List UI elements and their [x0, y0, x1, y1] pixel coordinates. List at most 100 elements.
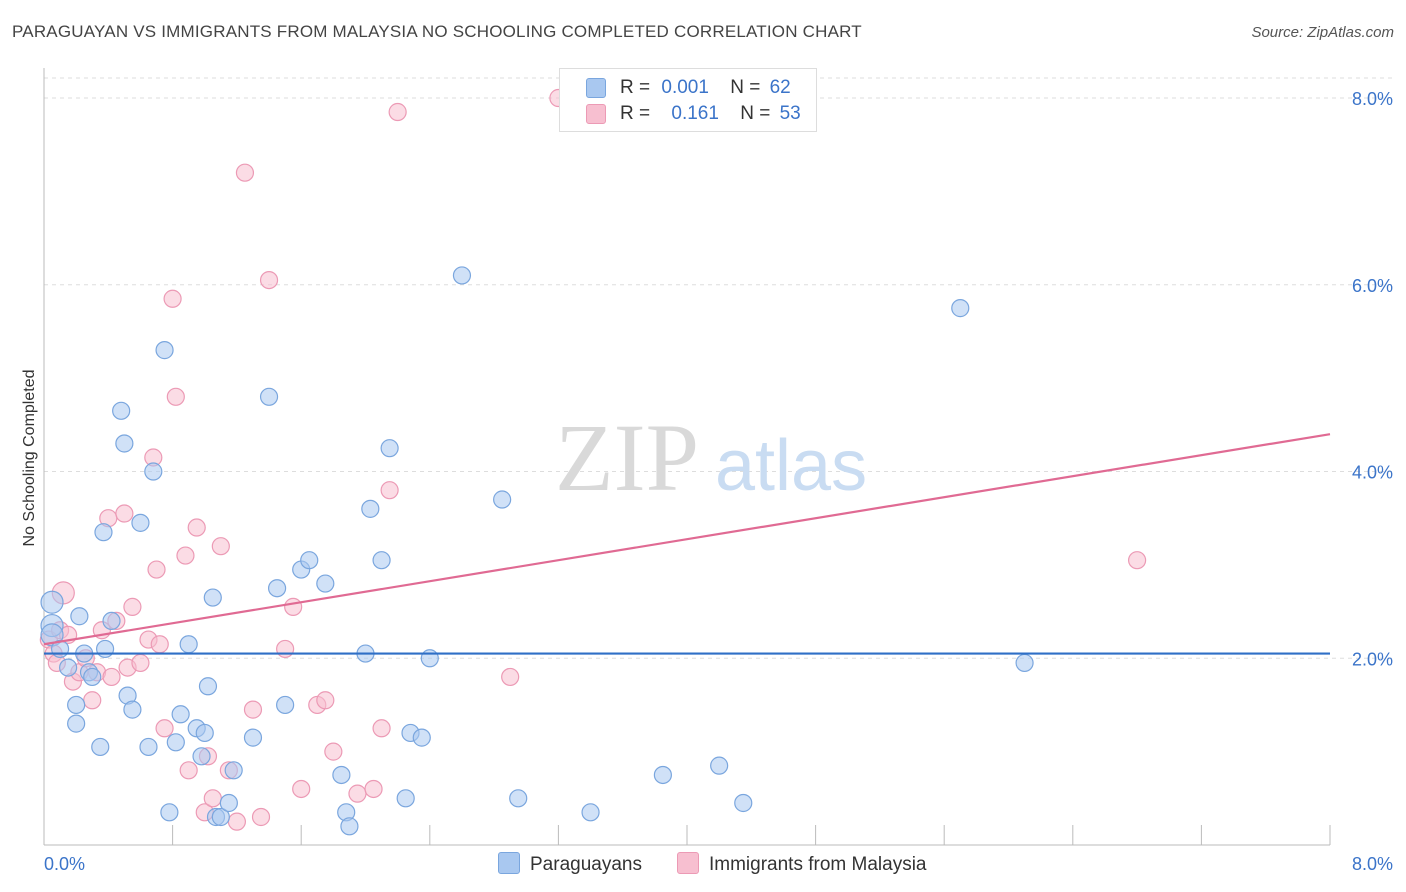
malaysia-point: [147, 560, 166, 579]
axes-layer: 2.0% 4.0% 6.0% 8.0% 0.0% 8.0%: [43, 68, 1393, 874]
malaysia-point: [187, 518, 206, 537]
malaysia-point: [203, 789, 222, 808]
paraguayan-point: [203, 588, 222, 607]
x-tick-label: 8.0%: [1352, 854, 1393, 874]
paraguayan-point: [131, 513, 150, 532]
paraguayan-point: [40, 590, 64, 614]
paraguayan-point: [59, 658, 78, 677]
paraguayan-points: [40, 266, 1034, 836]
malaysia-point: [324, 742, 343, 761]
paraguayan-point: [224, 761, 243, 780]
legend-row-malaysia: R = 0.161 N = 53: [586, 103, 801, 127]
malaysia-point: [348, 784, 367, 803]
malaysia-point: [150, 635, 169, 654]
malaysia-point: [155, 719, 174, 738]
paraguayan-point: [734, 793, 753, 813]
paraguayan-point: [115, 434, 134, 453]
y-tick-label: 6.0%: [1352, 276, 1393, 296]
y-tick-label: 2.0%: [1352, 649, 1393, 669]
malaysia-point: [284, 597, 303, 616]
malaysia-point: [251, 807, 271, 827]
paraguayan-point: [267, 579, 287, 598]
paraguayan-point: [179, 635, 198, 654]
paraguayan-point: [83, 667, 102, 687]
legend-swatch-blue: [586, 78, 606, 98]
malaysia-point: [276, 639, 295, 659]
malaysia-point: [227, 812, 246, 831]
paraguayan-point: [144, 462, 163, 481]
malaysia-point: [179, 761, 198, 780]
paraguayan-point: [372, 551, 391, 570]
paraguayan-point: [155, 341, 174, 360]
malaysia-point: [163, 289, 182, 308]
legend-r-label: R =: [620, 103, 651, 124]
bottom-legend-malaysia: Immigrants from Malaysia: [677, 852, 927, 876]
paraguayan-point: [710, 756, 729, 775]
malaysia-point: [83, 691, 102, 710]
y-axis-label: No Schooling Completed: [21, 370, 38, 547]
malaysia-point: [380, 481, 399, 500]
paraguayan-point: [653, 765, 672, 785]
legend-r-value: 0.001: [661, 77, 709, 98]
paraguayan-point: [1015, 653, 1034, 673]
malaysia-point: [364, 779, 383, 799]
paraguayan-point: [332, 765, 351, 785]
paraguayan-point: [192, 747, 211, 766]
paraguayan-point: [243, 728, 263, 747]
legend-r-label: R =: [620, 77, 651, 98]
paraguayan-point: [171, 705, 190, 724]
x-tick-label: 0.0%: [44, 854, 85, 874]
malaysia-point: [243, 700, 263, 719]
paraguayan-point: [219, 793, 238, 813]
y-tick-label: 4.0%: [1352, 463, 1393, 483]
y-tick-label: 8.0%: [1352, 89, 1393, 109]
malaysia-point: [102, 667, 121, 687]
paraguayan-point: [94, 523, 113, 542]
paraguayan-point: [276, 695, 295, 715]
malaysia-point: [388, 102, 407, 122]
malaysia-point: [176, 546, 195, 565]
malaysia-point: [259, 270, 279, 290]
malaysia-point: [166, 387, 185, 406]
malaysia-point: [501, 667, 520, 687]
paraguayan-point: [195, 723, 214, 743]
paraguayan-point: [259, 387, 279, 406]
paraguayan-point: [396, 789, 415, 808]
legend-n-value: 53: [779, 103, 801, 124]
paraguayan-point: [139, 737, 158, 757]
chart-title: PARAGUAYAN VS IMMIGRANTS FROM MALAYSIA N…: [12, 22, 862, 41]
paraguayan-point: [102, 611, 121, 631]
paraguayan-point: [112, 401, 131, 420]
bottom-legend-label-paraguayans: Paraguayans: [530, 854, 642, 875]
correlation-legend: R = 0.001 N = 62 R = 0.161 N = 53: [559, 68, 817, 132]
paraguayan-point: [300, 551, 319, 570]
malaysia-point: [123, 597, 142, 616]
paraguayan-point: [166, 733, 185, 752]
paraguayan-point: [67, 695, 86, 715]
bottom-legend-paraguayans: Paraguayans: [498, 852, 642, 876]
paraguayan-point: [420, 649, 439, 668]
paraguayan-point: [581, 803, 600, 822]
legend-n-label: N =: [730, 77, 761, 98]
paraguayan-point: [509, 789, 528, 808]
legend-row-paraguayans: R = 0.001 N = 62: [586, 77, 791, 101]
paraguayan-point: [340, 817, 359, 836]
paraguayan-point: [316, 574, 335, 593]
paraguayan-point: [91, 737, 110, 757]
paraguayan-point: [493, 490, 512, 509]
bottom-legend-swatch-pink: [677, 852, 699, 874]
watermark: ZIP atlas: [555, 404, 867, 511]
malaysia-point: [292, 779, 311, 799]
paraguayan-point: [380, 439, 399, 458]
malaysia-point: [316, 691, 335, 710]
malaysia-trend-line: [43, 433, 1331, 646]
legend-r-value: 0.161: [671, 103, 719, 124]
malaysia-point: [235, 163, 255, 182]
paraguayan-point: [70, 607, 89, 626]
malaysia-point: [115, 504, 134, 523]
paraguayan-point: [361, 499, 380, 518]
watermark-atlas: atlas: [715, 426, 867, 506]
malaysia-point: [1127, 551, 1147, 570]
legend-n-label: N =: [740, 103, 771, 124]
